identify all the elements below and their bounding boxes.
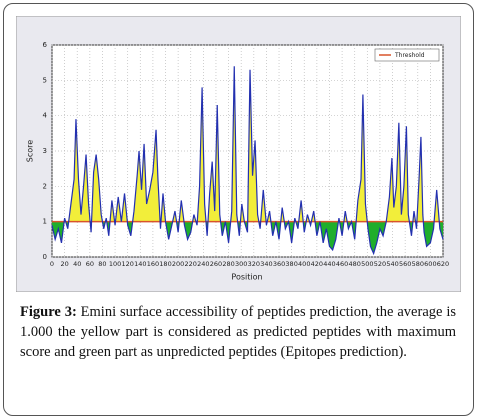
figure-frame	[3, 3, 474, 416]
x-tick-label: 480	[348, 260, 360, 268]
x-tick-label: 220	[185, 260, 197, 268]
x-tick-label: 500	[361, 260, 373, 268]
x-tick-label: 300	[235, 260, 247, 268]
x-tick-label: 600	[424, 260, 436, 268]
x-tick-label: 340	[260, 260, 272, 268]
x-tick-label: 520	[374, 260, 386, 268]
x-tick-label: 380	[285, 260, 297, 268]
x-tick-label: 140	[134, 260, 146, 268]
x-tick-label: 60	[86, 260, 94, 268]
caption-text: Emini surface accessibility of peptides …	[20, 304, 456, 360]
y-axis-label: Score	[26, 140, 35, 162]
y-tick-label: 2	[43, 182, 47, 190]
x-tick-label: 200	[172, 260, 184, 268]
x-tick-label: 260	[210, 260, 222, 268]
x-tick-label: 180	[159, 260, 171, 268]
x-tick-label: 0	[50, 260, 54, 268]
caption-label: Figure 3:	[20, 304, 77, 320]
y-tick-label: 6	[43, 41, 48, 49]
x-tick-label: 320	[248, 260, 260, 268]
y-tick-label: 1	[43, 218, 47, 226]
x-tick-label: 460	[336, 260, 348, 268]
score-line	[51, 66, 444, 256]
y-tick-label: 4	[43, 112, 48, 120]
x-tick-label: 240	[197, 260, 209, 268]
y-tick-label: 5	[43, 76, 47, 84]
x-tick-label: 280	[222, 260, 234, 268]
x-axis-label: Position	[231, 273, 262, 282]
legend-box	[374, 48, 440, 62]
caption: Figure 3: Emini surface accessibility of…	[20, 302, 456, 362]
x-tick-label: 440	[323, 260, 335, 268]
x-tick-label: 560	[399, 260, 411, 268]
y-tick-label: 3	[43, 147, 47, 155]
legend-label: Threshold	[394, 52, 425, 59]
x-tick-label: 20	[60, 260, 68, 268]
x-tick-label: 160	[147, 260, 159, 268]
x-tick-label: 620	[437, 260, 449, 268]
x-tick-label: 80	[98, 260, 106, 268]
x-tick-label: 400	[298, 260, 310, 268]
x-tick-label: 100	[109, 260, 121, 268]
x-tick-label: 40	[73, 260, 81, 268]
x-tick-label: 580	[412, 260, 424, 268]
x-tick-label: 540	[386, 260, 398, 268]
y-tick-label: 0	[43, 253, 47, 261]
x-tick-label: 120	[121, 260, 133, 268]
x-tick-label: 420	[311, 260, 323, 268]
x-tick-label: 360	[273, 260, 285, 268]
